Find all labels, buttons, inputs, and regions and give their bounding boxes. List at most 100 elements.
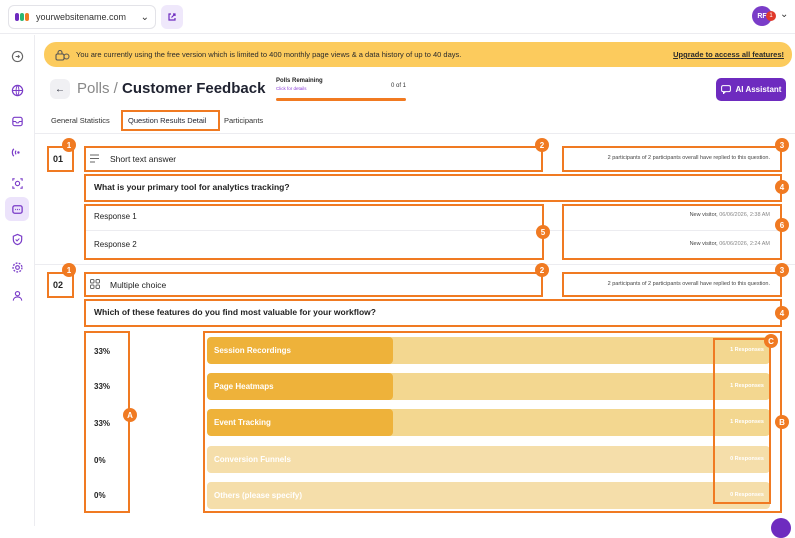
annotation-bubble-5: 5 — [536, 225, 550, 239]
tab-bar: General Statistics Question Results Deta… — [35, 112, 795, 134]
option-bar: Session Recordings 1 Responses — [207, 337, 770, 364]
ai-assistant-label: AI Assistant — [735, 85, 782, 94]
option-bar-fill — [207, 337, 393, 364]
sidebar-item-heatmaps[interactable] — [5, 171, 29, 195]
response-text: Response 2 — [94, 240, 137, 249]
annotation-bubble-1: 1 — [62, 138, 76, 152]
annotation-box-question-title — [84, 174, 782, 202]
annotation-box-option-bars — [203, 331, 782, 513]
polls-remaining-bar — [276, 98, 406, 101]
signal-icon — [11, 147, 20, 157]
polls-remaining-label: Polls Remaining — [276, 78, 323, 84]
option-responses: 1 Responses — [730, 419, 764, 425]
annotation-box-percentages — [84, 331, 130, 513]
page-title: Polls / Customer Feedback — [77, 80, 265, 97]
annotation-box-question-type — [84, 146, 543, 172]
response-visitor: New visitor, — [689, 212, 718, 218]
response-visitor: New visitor, — [689, 241, 718, 247]
option-percent: 33% — [94, 382, 111, 391]
response-text: Response 1 — [94, 212, 137, 221]
annotation-box-question-type — [84, 272, 543, 297]
option-bar-fill — [207, 373, 393, 400]
annotation-box-participants-summary — [562, 146, 782, 172]
tab-general-statistics[interactable]: General Statistics — [51, 116, 110, 125]
question-type: Multiple choice — [110, 280, 167, 290]
tab-question-results-detail[interactable]: Question Results Detail — [128, 116, 207, 125]
annotation-bubble-c: C — [764, 334, 778, 348]
sidebar — [0, 35, 35, 526]
option-percent: 33% — [94, 347, 111, 356]
breadcrumb-parent[interactable]: Polls — [77, 80, 110, 97]
sidebar-item-recordings[interactable] — [5, 140, 29, 164]
question-divider — [35, 264, 795, 265]
shield-icon — [12, 233, 22, 245]
user-icon — [12, 290, 22, 301]
option-percent: 33% — [94, 419, 111, 428]
annotation-box-response-counts — [713, 338, 771, 504]
sidebar-item-polls[interactable] — [5, 197, 29, 221]
option-label: Page Heatmaps — [214, 382, 274, 391]
tab-participants[interactable]: Participants — [224, 116, 264, 125]
option-bar: Conversion Funnels 0 Responses — [207, 446, 770, 473]
annotation-bubble-6: 6 — [775, 218, 789, 232]
help-chat-button[interactable] — [771, 518, 791, 538]
annotation-bubble-4: 4 — [775, 180, 789, 194]
question-title: Which of these features do you find most… — [94, 307, 376, 317]
sidebar-collapse-button[interactable] — [5, 44, 29, 68]
free-plan-banner: You are currently using the free version… — [44, 42, 792, 67]
upgrade-link[interactable]: Upgrade to access all features! — [673, 50, 784, 59]
breadcrumb-separator: / — [109, 80, 123, 97]
back-button[interactable]: ← — [50, 79, 70, 99]
external-link-button[interactable] — [161, 5, 183, 29]
annotation-bubble-a: A — [123, 408, 137, 422]
annotation-box-responses — [84, 204, 544, 260]
lock-icon — [55, 49, 70, 61]
response-time: 06/06/2026, 2:38 AM — [719, 212, 770, 218]
option-label: Event Tracking — [214, 418, 271, 427]
sidebar-item-inbox[interactable] — [5, 109, 29, 133]
poll-name: Customer Feedback — [122, 80, 266, 97]
sidebar-item-settings[interactable] — [5, 255, 29, 279]
option-label: Conversion Funnels — [214, 455, 291, 464]
short-text-icon — [90, 154, 99, 163]
participants-summary: 2 participants of 2 participants overall… — [607, 281, 770, 287]
response-meta: New visitor, 06/06/2026, 2:24 AM — [564, 241, 770, 247]
inbox-icon — [11, 116, 23, 126]
sidebar-item-users[interactable] — [5, 283, 29, 307]
website-selector[interactable]: yourwebsitename.com ⌄ — [8, 5, 156, 29]
notification-badge: 1 — [766, 11, 776, 21]
option-percent: 0% — [94, 456, 106, 465]
annotation-box-question-number — [47, 272, 74, 298]
question-number: 02 — [53, 280, 64, 290]
polls-remaining[interactable]: Polls Remaining Click for details 0 of 1 — [276, 78, 406, 101]
annotation-bubble-3: 3 — [775, 263, 789, 277]
annotation-box-response-meta — [562, 204, 782, 260]
option-responses: 1 Responses — [730, 347, 764, 353]
response-meta: New visitor, 06/06/2026, 2:38 AM — [564, 212, 770, 218]
target-icon — [11, 177, 23, 189]
annotation-bubble-2: 2 — [535, 263, 549, 277]
top-bar: yourwebsitename.com ⌄ RF 1 ⌄ — [0, 0, 795, 34]
annotation-box-participants-summary — [562, 272, 782, 297]
gear-icon — [11, 261, 23, 273]
polls-remaining-details-link[interactable]: Click for details — [276, 86, 307, 91]
site-logo-icon — [15, 12, 29, 22]
response-divider — [84, 230, 782, 231]
option-percent: 0% — [94, 491, 106, 500]
polls-icon — [11, 204, 23, 214]
annotation-bubble-b: B — [775, 415, 789, 429]
account-chevron-icon[interactable]: ⌄ — [780, 9, 789, 20]
option-bar: Event Tracking 1 Responses — [207, 409, 770, 436]
sidebar-item-security[interactable] — [5, 227, 29, 251]
option-responses: 0 Responses — [730, 456, 764, 462]
option-label: Others (please specify) — [214, 491, 303, 500]
option-bar: Page Heatmaps 1 Responses — [207, 373, 770, 400]
option-responses: 1 Responses — [730, 383, 764, 389]
sidebar-item-dashboard[interactable] — [5, 78, 29, 102]
collapse-icon — [11, 50, 23, 62]
option-bar: Others (please specify) 0 Responses — [207, 482, 770, 509]
question-type: Short text answer — [110, 154, 177, 164]
banner-message: You are currently using the free version… — [76, 50, 462, 59]
annotation-bubble-2: 2 — [535, 138, 549, 152]
ai-assistant-button[interactable]: AI Assistant — [716, 78, 786, 101]
